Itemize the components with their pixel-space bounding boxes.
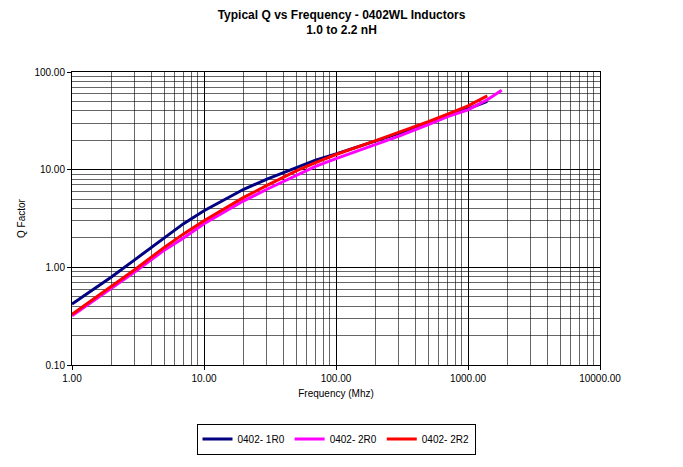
svg-text:100.00: 100.00 <box>321 373 352 384</box>
svg-text:100.00: 100.00 <box>34 67 65 78</box>
svg-text:1.00: 1.00 <box>46 262 66 273</box>
svg-text:Q Factor: Q Factor <box>16 198 27 238</box>
svg-text:0402- 2R0: 0402- 2R0 <box>330 434 377 445</box>
svg-text:10.00: 10.00 <box>40 164 65 175</box>
svg-text:0402- 2R2: 0402- 2R2 <box>422 434 469 445</box>
svg-text:10.00: 10.00 <box>191 373 216 384</box>
svg-text:Typical Q vs Frequency - 0402W: Typical Q vs Frequency - 0402WL Inductor… <box>218 8 466 38</box>
svg-text:10000.00: 10000.00 <box>579 373 621 384</box>
svg-text:1.00: 1.00 <box>62 373 82 384</box>
svg-text:0402- 1R0: 0402- 1R0 <box>238 434 285 445</box>
svg-text:0.10: 0.10 <box>46 360 66 371</box>
svg-text:1000.00: 1000.00 <box>450 373 487 384</box>
svg-text:Frequency (Mhz): Frequency (Mhz) <box>298 388 374 399</box>
